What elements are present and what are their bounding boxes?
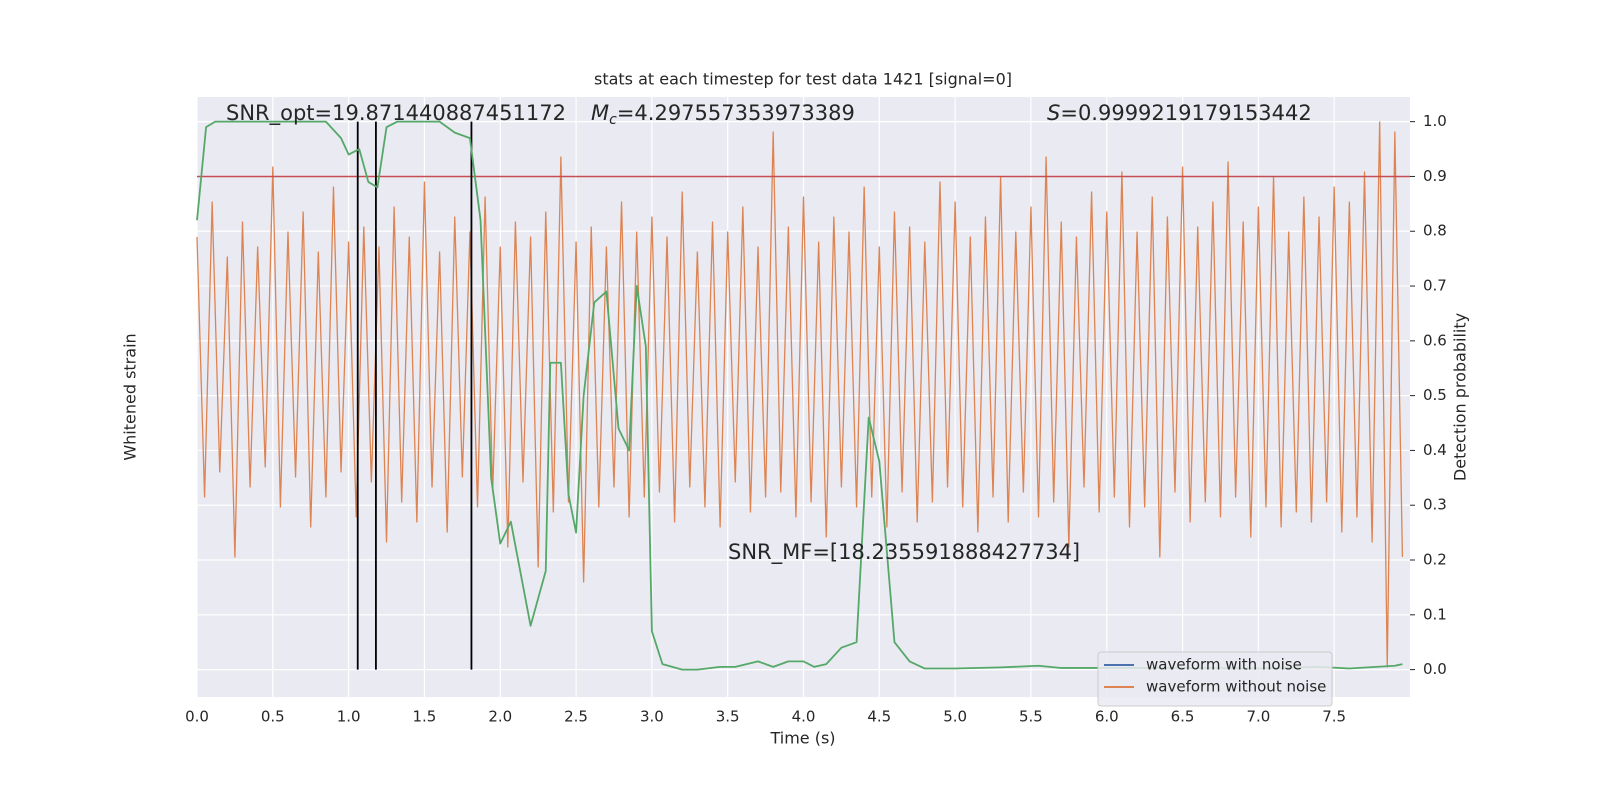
y2-tick-label: 0.9 (1423, 167, 1447, 185)
x-tick-label: 3.0 (640, 708, 664, 726)
legend-box (1097, 651, 1333, 707)
annotation-subscript: c (609, 112, 617, 128)
annotation-text: =4.297557353973389 (617, 101, 855, 125)
x-tick-label: 6.5 (1171, 708, 1195, 726)
x-tick-label: 4.5 (867, 708, 891, 726)
x-tick-label: 1.0 (337, 708, 361, 726)
x-tick-label: 5.5 (1019, 708, 1043, 726)
x-tick-label: 7.5 (1322, 708, 1346, 726)
annotation: S=0.9999219179153442 (1047, 101, 1312, 125)
y2-tick-label: 0.3 (1423, 496, 1447, 514)
y-axis-label: Whitened strain (121, 333, 140, 460)
x-axis-label: Time (s) (769, 729, 835, 748)
x-tick-label: 2.0 (488, 708, 512, 726)
series-line (196, 120, 1403, 671)
y2-tick-label: 1.0 (1423, 112, 1447, 130)
y2-tick-label: 0.7 (1423, 277, 1447, 295)
annotation-symbol: M (591, 101, 609, 125)
annotation-symbol: S (1047, 101, 1060, 125)
y2-tick-label: 0.1 (1423, 605, 1447, 623)
x-tick-label: 1.5 (413, 708, 437, 726)
x-tick-label: 0.5 (261, 708, 285, 726)
series-line (196, 121, 1404, 668)
legend: waveform with noise waveform without nois… (1097, 651, 1333, 707)
y2-axis-label: Detection probability (1451, 313, 1470, 481)
x-tick-label: 3.5 (716, 708, 740, 726)
annotation: Mc=4.297557353973389 (591, 101, 855, 128)
legend-label: waveform with noise (1146, 656, 1302, 674)
annotation-text: =0.9999219179153442 (1060, 101, 1311, 125)
y2-tick-label: 0.2 (1423, 551, 1447, 569)
y2-tick-label: 0.4 (1423, 441, 1447, 459)
y2-tick-label: 0.0 (1423, 660, 1447, 678)
x-tick-label: 4.0 (792, 708, 816, 726)
x-tick-label: 0.0 (185, 708, 209, 726)
y2-tick-label: 0.6 (1423, 331, 1447, 349)
annotation: SNR_MF=[18.235591888427734] (728, 540, 1080, 565)
x-tick-label: 2.5 (564, 708, 588, 726)
y2-tick-label: 0.5 (1423, 386, 1447, 404)
legend-label: waveform without noise (1146, 678, 1326, 696)
y2-tick-label: 0.8 (1423, 222, 1447, 240)
annotation: SNR_opt=19.871440887451172 (226, 101, 566, 126)
x-tick-label: 6.0 (1095, 708, 1119, 726)
x-tick-label: 7.0 (1246, 708, 1270, 726)
marks (196, 120, 1410, 671)
chart-title: stats at each timestep for test data 142… (594, 70, 1012, 89)
x-tick-label: 5.0 (943, 708, 967, 726)
